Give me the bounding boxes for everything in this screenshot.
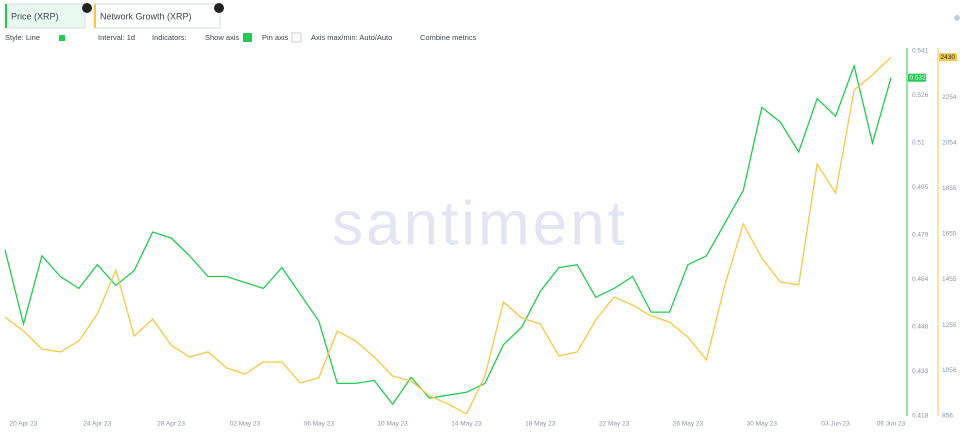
last-value-badge: [908, 73, 926, 82]
x-tick-label: 22 May 23: [599, 421, 630, 428]
y-tick-label: 0.51: [912, 140, 925, 147]
checkbox[interactable]: [291, 32, 302, 43]
x-tick-label: 14 May 23: [451, 421, 482, 428]
x-tick-label: 20 Apr 23: [10, 421, 38, 428]
y-tick-label: 0.433: [912, 368, 929, 375]
y2-tick-label: 1455: [942, 276, 957, 283]
series-line: [4, 63, 892, 406]
x-tick-label: 06 May 23: [304, 421, 335, 428]
x-tick-label: 06 Jun 23: [877, 421, 906, 428]
style-swatch[interactable]: [59, 35, 65, 41]
legend-label: Network Growth (XRP): [100, 11, 192, 21]
settings-icon[interactable]: [954, 15, 960, 21]
watermark: santiment: [332, 189, 628, 258]
toolbar-item[interactable]: Pin axis: [262, 33, 289, 42]
close-icon[interactable]: [82, 3, 92, 13]
legend-swatch: [5, 4, 7, 28]
x-tick-label: 03 Jun 23: [821, 421, 850, 428]
legend-swatch: [94, 4, 96, 28]
series-line: [4, 56, 892, 415]
x-tick-label: 26 May 23: [673, 421, 704, 428]
x-tick-label: 02 May 23: [230, 421, 261, 428]
x-tick-label: 30 May 23: [747, 421, 778, 428]
y-tick-label: 0.526: [912, 92, 929, 99]
toolbar-item[interactable]: Indicators:: [152, 33, 187, 42]
last-value-label: 0.532: [910, 74, 927, 81]
y-tick-label: 0.464: [912, 276, 929, 283]
toolbar-item[interactable]: Axis max/min: Auto/Auto: [311, 33, 392, 42]
y2-tick-label: 1255: [942, 322, 957, 329]
y2-tick-label: 1855: [942, 185, 957, 192]
checkbox[interactable]: [243, 33, 252, 42]
last-value-badge: [939, 53, 957, 62]
x-tick-label: 24 Apr 23: [83, 421, 111, 428]
legend-chip[interactable]: [93, 3, 221, 29]
legend-label: Price (XRP): [11, 11, 59, 21]
y-tick-label: 0.479: [912, 232, 929, 239]
toolbar-item[interactable]: Show axis: [205, 33, 239, 42]
y-tick-label: 0.541: [912, 48, 929, 55]
x-tick-label: 18 May 23: [525, 421, 556, 428]
y-tick-label: 0.495: [912, 184, 929, 191]
y2-tick-label: 1056: [942, 367, 957, 374]
y-tick-label: 0.418: [912, 413, 929, 420]
y2-tick-label: 1655: [942, 231, 957, 238]
y2-tick-label: 2254: [942, 94, 957, 101]
y2-tick-label: 856: [942, 413, 953, 420]
x-tick-label: 28 Apr 23: [157, 421, 185, 428]
toolbar-item[interactable]: Combine metrics: [420, 33, 477, 42]
toolbar-item[interactable]: Interval: 1d: [98, 33, 135, 42]
y-tick-label: 0.448: [912, 324, 929, 331]
y2-tick-label: 2054: [942, 140, 957, 147]
x-tick-label: 10 May 23: [377, 421, 408, 428]
toolbar-item[interactable]: Style: Line: [5, 33, 40, 42]
close-icon[interactable]: [214, 3, 224, 13]
last-value-label: 2430: [941, 54, 956, 61]
